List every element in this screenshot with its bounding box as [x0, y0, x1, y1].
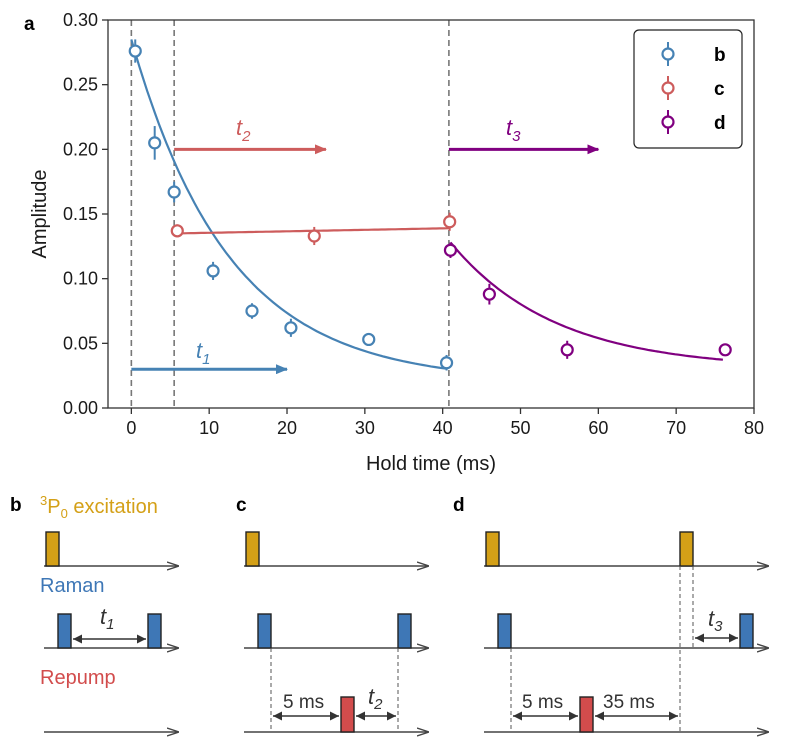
- panel-label-c: c: [236, 495, 247, 516]
- c-excitation-pulse: [245, 531, 260, 567]
- legend-marker-c: [661, 81, 675, 95]
- y-tick-label-4: 0.20: [63, 139, 98, 159]
- data-point-c-1: [307, 229, 321, 243]
- t2-symbol: t: [236, 115, 243, 140]
- data-point-b-7: [439, 356, 454, 370]
- repump-label: Repump: [40, 667, 116, 689]
- pulse-sequences: b c d 3P0 excitation Raman Repump t1: [10, 493, 768, 732]
- fit-curve-b: [130, 39, 447, 370]
- c-raman-pulse-1: [257, 613, 272, 649]
- panel-label-d: d: [453, 495, 465, 516]
- y-tick-label-5: 0.25: [63, 75, 98, 95]
- d-excitation-pulse-2: [679, 531, 694, 567]
- x-tick-label-80: 80: [744, 418, 764, 438]
- x-tick-label-30: 30: [355, 418, 375, 438]
- data-point-d-3: [718, 343, 732, 357]
- annotation-t1: t1: [196, 338, 210, 368]
- y-axis-ticks: 0.00 0.05 0.10 0.15 0.20 0.25 0.30: [63, 10, 108, 418]
- b-t1-label: t1: [100, 604, 114, 633]
- d-excitation-pulse-1: [485, 531, 500, 567]
- data-point-b-1: [148, 136, 162, 150]
- fit-curve-d: [449, 241, 723, 361]
- x-tick-label-10: 10: [199, 418, 219, 438]
- t3-symbol: t: [506, 115, 513, 140]
- svg-text:t3: t3: [506, 115, 521, 145]
- c-t2-label: t2: [368, 684, 383, 713]
- b-raman-pulse-2: [147, 613, 162, 649]
- data-point-d-2: [560, 343, 574, 357]
- annotation-t3: t3: [506, 115, 521, 145]
- c-repump-pulse: [340, 696, 355, 733]
- data-point-c-2: [443, 215, 457, 229]
- b-excitation-pulse: [45, 531, 60, 567]
- d-t3-label: t3: [708, 606, 723, 635]
- x-axis-label: Hold time (ms): [366, 453, 496, 475]
- data-point-d-1: [482, 287, 496, 301]
- excitation-label: 3P0 excitation: [40, 493, 158, 521]
- dashed-reference-lines: [130, 20, 450, 408]
- data-point-d-0: [443, 243, 458, 257]
- x-tick-label-40: 40: [433, 418, 453, 438]
- t3-subscript: 3: [512, 128, 521, 145]
- y-tick-label-3: 0.15: [63, 204, 98, 224]
- sequence-c: 5 ms t2: [244, 531, 428, 733]
- panel-a-chart: a t1 t2 t3 0 10 20 30 40 50 60 70 80 0.000.050.1…: [24, 10, 764, 475]
- x-tick-label-20: 20: [277, 418, 297, 438]
- legend-marker-b: [661, 47, 675, 61]
- d-raman-pulse-2: [739, 613, 754, 649]
- data-point-c-0: [170, 224, 184, 238]
- annotation-t2: t2: [236, 115, 251, 145]
- d-35ms-label: 35 ms: [603, 692, 655, 713]
- sequence-d: 5 ms 35 ms t3: [484, 531, 768, 733]
- legend-label-b: b: [714, 45, 726, 66]
- legend-label-d: d: [714, 113, 726, 134]
- t2-subscript: 2: [241, 128, 251, 145]
- legend-marker-d: [661, 115, 675, 129]
- data-point-b-3: [206, 264, 220, 278]
- data-point-b-4: [245, 304, 259, 318]
- data-points: [128, 39, 732, 371]
- x-tick-label-0: 0: [126, 418, 136, 438]
- data-point-b-5: [284, 321, 298, 335]
- data-point-b-6: [362, 332, 376, 347]
- raman-label: Raman: [40, 575, 104, 597]
- d-5ms-label: 5 ms: [522, 692, 563, 713]
- svg-text:t2: t2: [236, 115, 251, 145]
- t1-subscript: 1: [202, 351, 210, 368]
- d-raman-pulse-1: [497, 613, 512, 649]
- data-point-b-0: [128, 44, 142, 58]
- panel-label-b: b: [10, 495, 22, 516]
- sequence-b: t1: [44, 531, 178, 732]
- svg-text:t1: t1: [196, 338, 210, 368]
- data-point-b-2: [167, 185, 181, 199]
- x-tick-label-60: 60: [588, 418, 608, 438]
- legend-box: [633, 29, 743, 149]
- y-tick-label-1: 0.05: [63, 333, 98, 353]
- b-raman-pulse-1: [57, 613, 72, 649]
- c-5ms-label: 5 ms: [283, 692, 324, 713]
- y-tick-label-0: 0.00: [63, 398, 98, 418]
- time-arrows: [131, 144, 600, 375]
- x-axis-ticks: 0 10 20 30 40 50 60 70 80: [126, 408, 764, 438]
- legend-label-c: c: [714, 79, 725, 100]
- c-raman-pulse-2: [397, 613, 412, 649]
- y-axis-label: Amplitude: [29, 170, 51, 259]
- d-repump-pulse: [579, 696, 594, 733]
- legend: bcd: [633, 29, 743, 149]
- t1-symbol: t: [196, 338, 203, 363]
- y-tick-label-2: 0.10: [63, 269, 98, 289]
- panel-label-a: a: [24, 14, 35, 35]
- x-tick-label-70: 70: [666, 418, 686, 438]
- x-tick-label-50: 50: [510, 418, 530, 438]
- y-tick-label-6: 0.30: [63, 10, 98, 30]
